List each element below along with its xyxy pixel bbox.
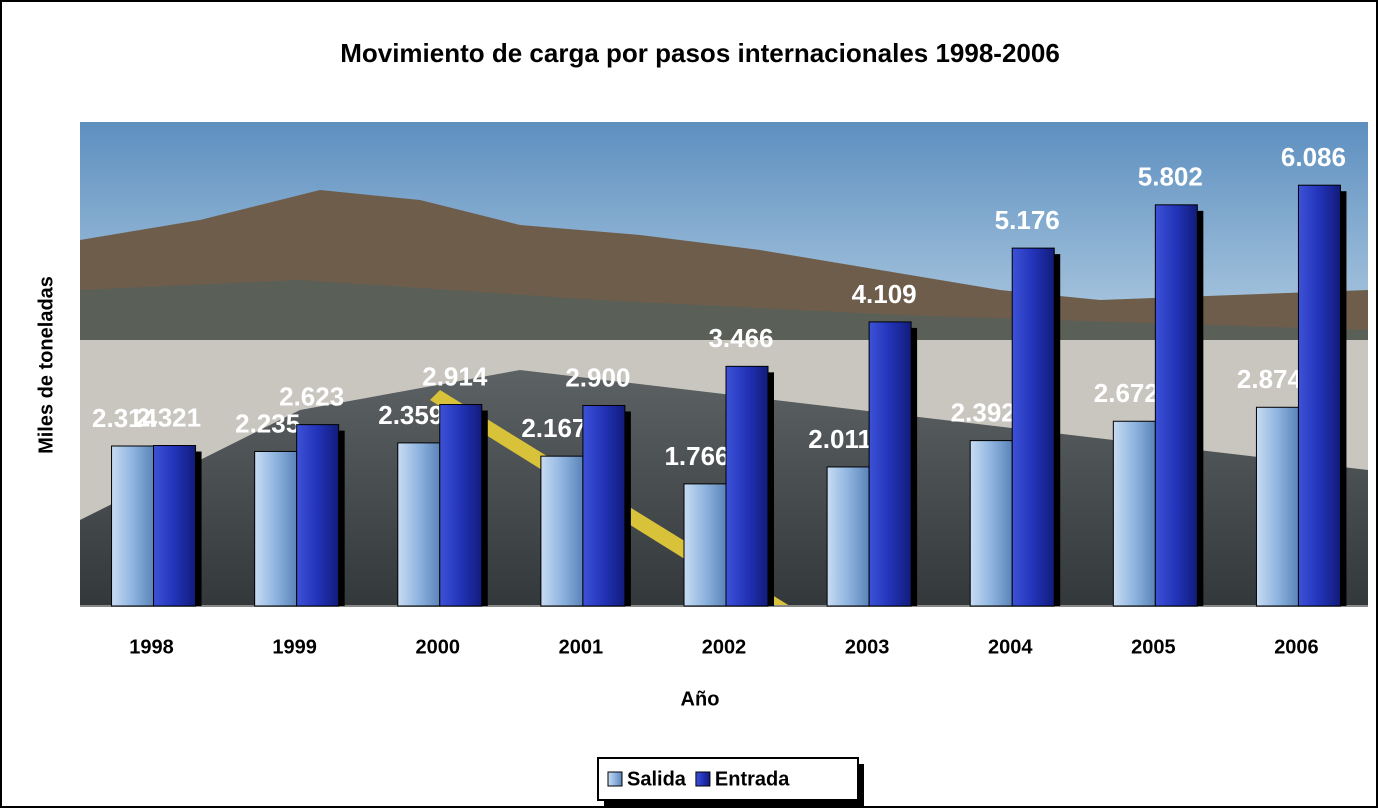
x-tick-label: 2002 [702,636,747,658]
data-label: 2.167 [521,413,586,443]
y-axis-title: Miles de toneladas [35,276,57,454]
x-axis-title: Año [681,688,720,710]
bar [153,445,197,607]
data-label: 2.672 [1094,378,1159,408]
x-tick-label: 1999 [272,636,317,658]
bar [683,483,727,607]
bar [439,404,483,607]
x-tick-label: 2006 [1274,636,1319,658]
bar [969,440,1013,607]
x-tick-label: 2001 [559,636,604,658]
bar [254,450,298,607]
data-label: 5.802 [1138,162,1203,192]
bar [1011,247,1055,607]
data-label: 1.766 [664,441,729,471]
bar [1255,406,1299,607]
data-label: 2.011 [808,424,872,454]
data-label: 2.321 [136,402,201,432]
bar [826,466,870,607]
legend-label: Salida [627,768,687,790]
data-label: 2.623 [279,382,344,412]
data-label: 2.900 [565,362,630,392]
bar [1154,204,1198,607]
data-label: 4.109 [852,279,917,309]
data-label: 2.235 [235,408,300,438]
data-label: 2.392 [951,397,1016,427]
bar [1297,184,1341,607]
bar [111,445,155,607]
data-label: 2.874 [1237,364,1303,394]
legend: Salida Entrada [597,757,864,806]
bar [1112,420,1156,607]
data-label: 6.086 [1281,142,1346,172]
x-tick-label: 2000 [416,636,461,658]
legend-swatch [607,771,623,787]
bar [725,365,769,607]
bar [582,404,626,607]
legend-label: Entrada [715,768,790,790]
x-tick-label: 2003 [845,636,890,658]
legend-swatch [695,771,711,787]
data-label: 5.176 [995,205,1060,235]
x-tick-label: 1998 [129,636,174,658]
bar [868,321,912,607]
x-tick-label: 2004 [988,636,1033,658]
bar [296,424,340,607]
bar [540,455,584,607]
data-label: 3.466 [708,323,773,353]
data-label: 2.359 [378,400,443,430]
chart-title: Movimiento de carga por pasos internacio… [340,38,1060,68]
data-label: 2.914 [422,361,488,391]
data-label: 2.314 [92,403,158,433]
bar [397,442,441,607]
x-tick-label: 2005 [1131,636,1176,658]
